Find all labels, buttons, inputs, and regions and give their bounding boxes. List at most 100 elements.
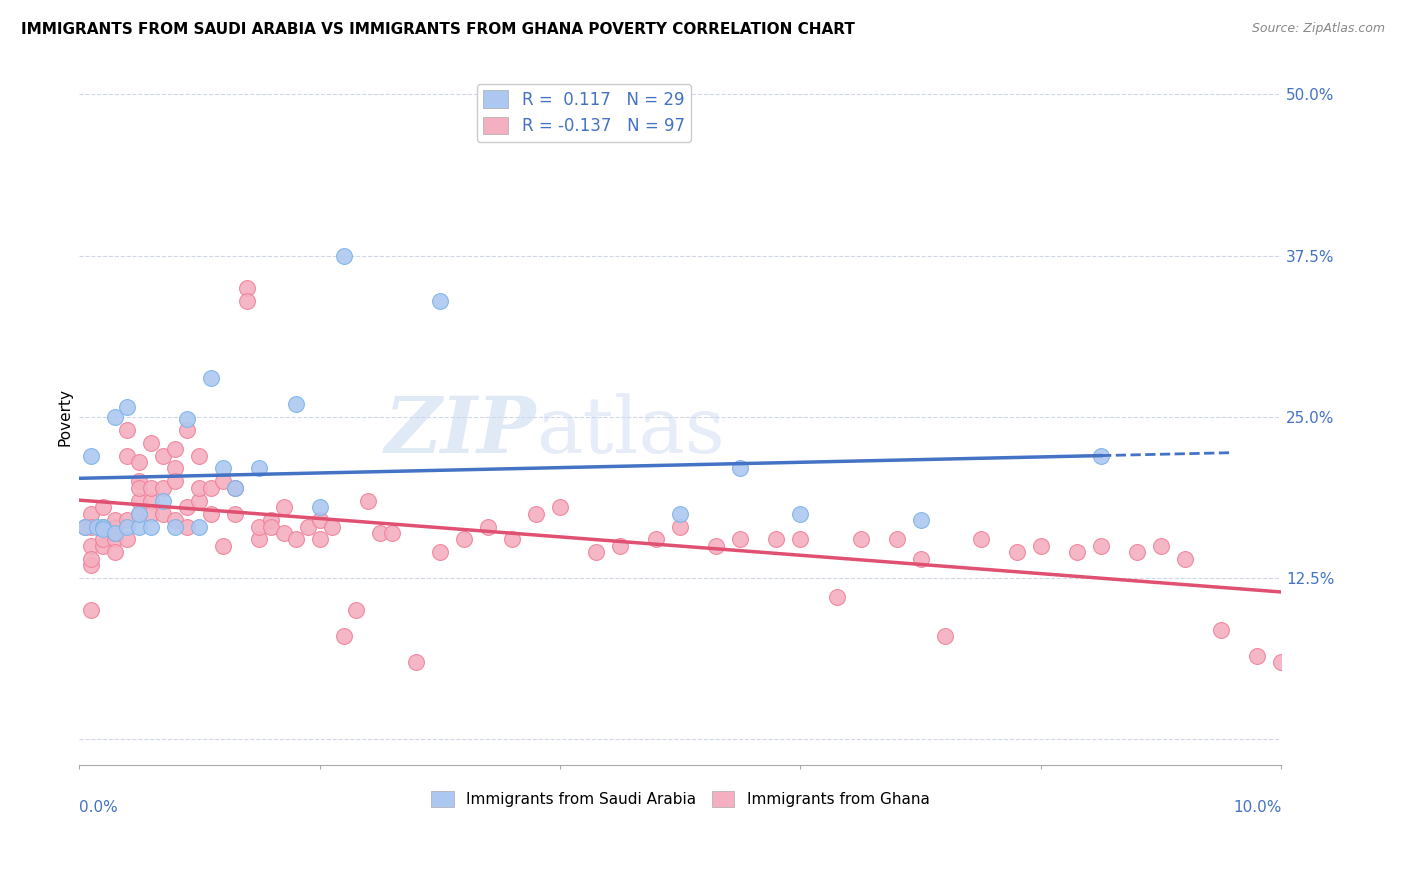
Point	[789, 507, 811, 521]
Point	[381, 526, 404, 541]
Point	[1270, 655, 1292, 669]
Point	[128, 475, 150, 489]
Point	[308, 513, 330, 527]
Point	[165, 513, 187, 527]
Point	[141, 493, 163, 508]
Point	[1211, 623, 1233, 637]
Point	[297, 519, 319, 533]
Point	[80, 539, 103, 553]
Point	[260, 513, 283, 527]
Point	[357, 493, 380, 508]
Point	[128, 507, 150, 521]
Text: Source: ZipAtlas.com: Source: ZipAtlas.com	[1251, 22, 1385, 36]
Text: IMMIGRANTS FROM SAUDI ARABIA VS IMMIGRANTS FROM GHANA POVERTY CORRELATION CHART: IMMIGRANTS FROM SAUDI ARABIA VS IMMIGRAN…	[21, 22, 855, 37]
Point	[128, 493, 150, 508]
Point	[1150, 539, 1173, 553]
Point	[128, 507, 150, 521]
Point	[224, 507, 246, 521]
Point	[176, 412, 198, 426]
Y-axis label: Poverty: Poverty	[58, 388, 72, 446]
Point	[115, 449, 138, 463]
Point	[91, 519, 114, 533]
Point	[176, 423, 198, 437]
Point	[321, 519, 343, 533]
Point	[141, 507, 163, 521]
Point	[212, 539, 235, 553]
Point	[141, 519, 163, 533]
Point	[200, 371, 222, 385]
Point	[115, 423, 138, 437]
Point	[188, 493, 211, 508]
Point	[405, 655, 427, 669]
Point	[1174, 551, 1197, 566]
Point	[273, 500, 295, 515]
Text: 0.0%: 0.0%	[79, 800, 118, 815]
Point	[200, 481, 222, 495]
Point	[224, 481, 246, 495]
Point	[128, 455, 150, 469]
Legend: Immigrants from Saudi Arabia, Immigrants from Ghana: Immigrants from Saudi Arabia, Immigrants…	[425, 785, 935, 814]
Point	[934, 629, 956, 643]
Point	[284, 397, 307, 411]
Point	[80, 519, 103, 533]
Point	[152, 481, 174, 495]
Point	[188, 481, 211, 495]
Point	[453, 533, 475, 547]
Point	[730, 533, 752, 547]
Point	[141, 435, 163, 450]
Point	[548, 500, 571, 515]
Point	[910, 551, 932, 566]
Point	[308, 500, 330, 515]
Point	[80, 603, 103, 617]
Point	[308, 533, 330, 547]
Point	[704, 539, 727, 553]
Point	[477, 519, 499, 533]
Point	[669, 507, 692, 521]
Point	[524, 507, 547, 521]
Point	[200, 507, 222, 521]
Point	[165, 442, 187, 457]
Point	[284, 533, 307, 547]
Point	[165, 461, 187, 475]
Point	[165, 519, 187, 533]
Point	[75, 519, 97, 533]
Point	[249, 519, 271, 533]
Point	[273, 526, 295, 541]
Point	[332, 249, 354, 263]
Point	[86, 519, 108, 533]
Point	[645, 533, 668, 547]
Point	[91, 533, 114, 547]
Point	[249, 461, 271, 475]
Point	[115, 400, 138, 414]
Point	[368, 526, 391, 541]
Point	[429, 545, 451, 559]
Point	[152, 507, 174, 521]
Point	[91, 500, 114, 515]
Point	[236, 281, 259, 295]
Point	[75, 519, 97, 533]
Point	[1005, 545, 1028, 559]
Point	[115, 519, 138, 533]
Point	[104, 409, 127, 424]
Point	[332, 629, 354, 643]
Point	[609, 539, 631, 553]
Point	[224, 481, 246, 495]
Point	[91, 539, 114, 553]
Point	[104, 545, 127, 559]
Text: atlas: atlas	[536, 392, 724, 468]
Point	[249, 533, 271, 547]
Point	[104, 526, 127, 541]
Point	[128, 481, 150, 495]
Point	[115, 533, 138, 547]
Point	[501, 533, 523, 547]
Point	[176, 500, 198, 515]
Point	[429, 293, 451, 308]
Point	[849, 533, 872, 547]
Point	[765, 533, 787, 547]
Text: 10.0%: 10.0%	[1233, 800, 1281, 815]
Point	[91, 522, 114, 536]
Point	[1090, 449, 1112, 463]
Point	[128, 519, 150, 533]
Point	[104, 533, 127, 547]
Point	[910, 513, 932, 527]
